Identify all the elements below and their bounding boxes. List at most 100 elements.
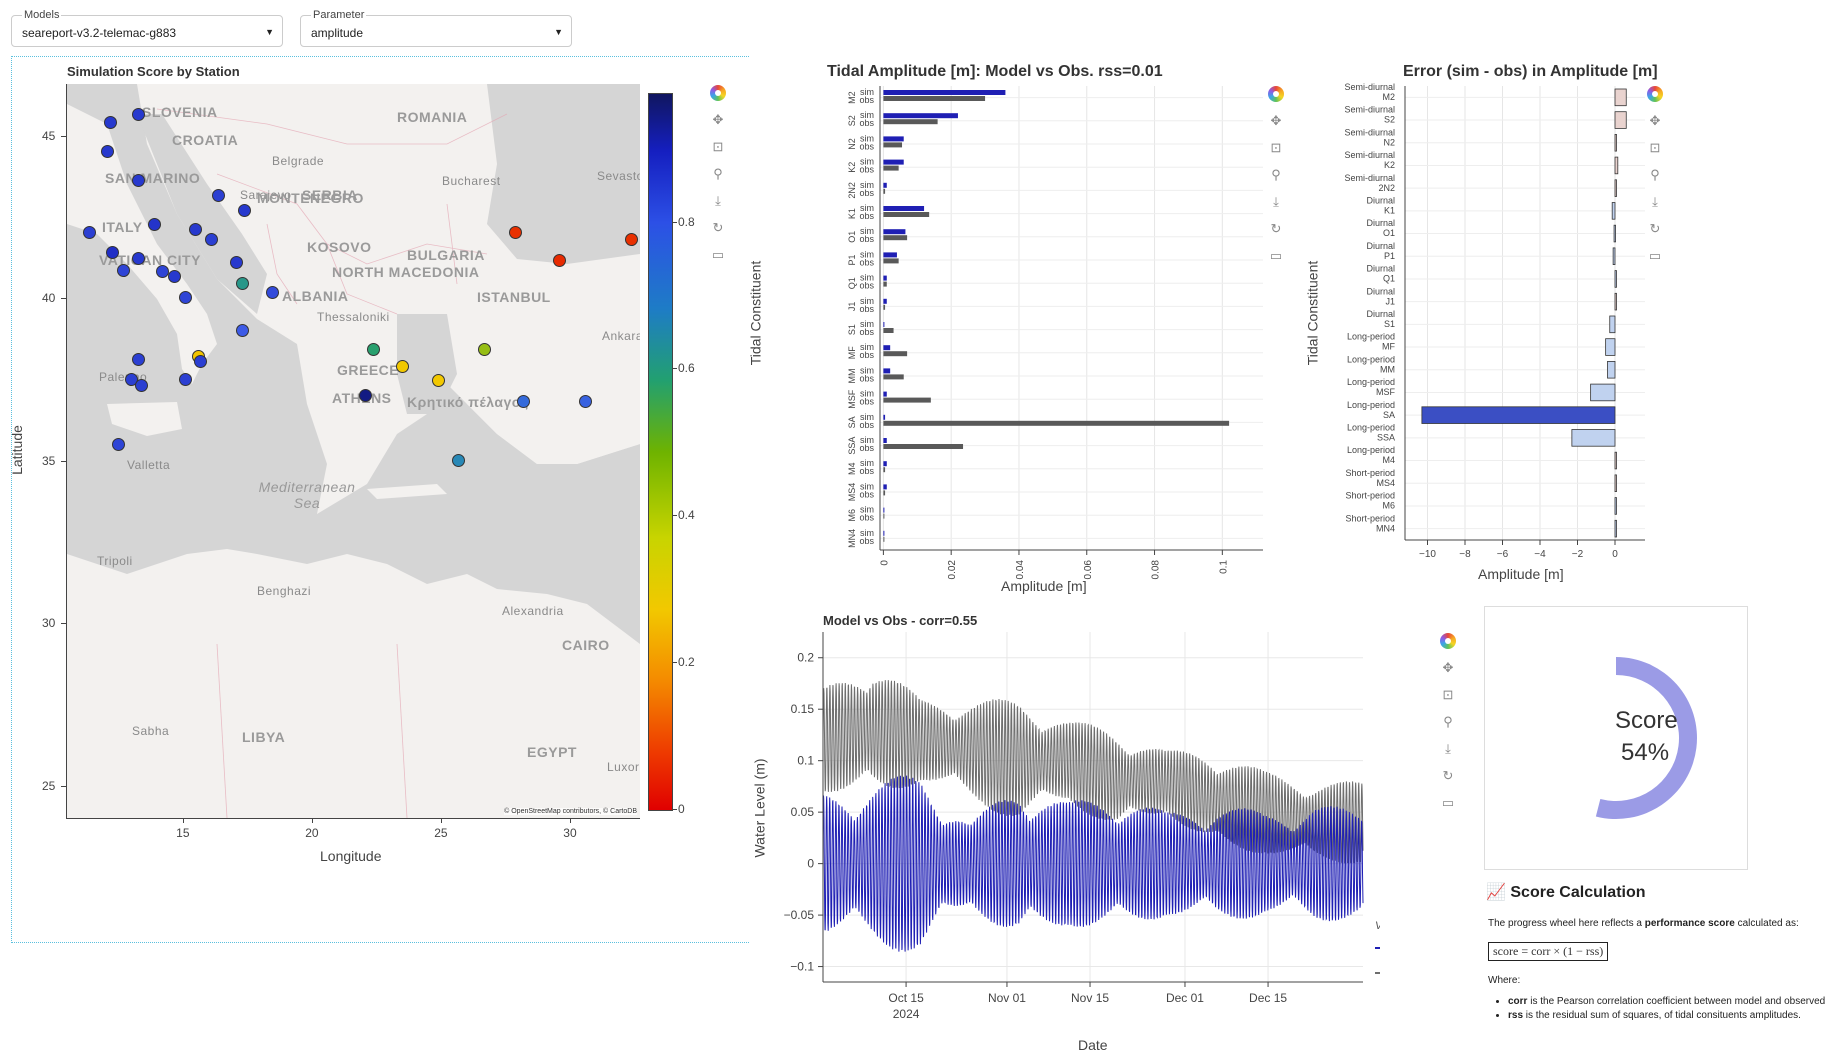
obs-bar[interactable] — [883, 536, 885, 542]
station-marker[interactable] — [178, 291, 192, 305]
obs-bar[interactable] — [883, 258, 899, 264]
station-marker[interactable] — [238, 203, 252, 217]
obs-bar[interactable] — [883, 188, 886, 194]
error-bar[interactable] — [1614, 451, 1617, 470]
sim-bar[interactable] — [883, 368, 891, 374]
error-bar[interactable] — [1614, 179, 1617, 197]
sim-bar[interactable] — [883, 461, 887, 467]
station-marker[interactable] — [266, 286, 280, 300]
station-marker[interactable] — [625, 232, 639, 246]
error-bar[interactable] — [1614, 88, 1627, 107]
station-marker[interactable] — [155, 265, 169, 279]
obs-bar[interactable] — [883, 420, 1230, 426]
error-bar[interactable] — [1611, 202, 1616, 220]
station-marker[interactable] — [431, 374, 445, 388]
wheel-zoom-icon[interactable]: ⚲ — [713, 166, 723, 181]
error-bar[interactable] — [1590, 383, 1616, 402]
error-bar[interactable] — [1614, 519, 1617, 538]
models-select[interactable]: Models seareport-v3.2-telemac-g883 ▼ — [11, 9, 283, 47]
error-bar[interactable] — [1614, 270, 1617, 288]
sim-bar[interactable] — [883, 206, 925, 211]
timeseries-chart[interactable]: 0.2 0.15 0.1 0.05 0 −0.05 −0.1 Oct 15 Nov 01 Nov … — [760, 625, 1380, 1045]
station-marker[interactable] — [516, 395, 530, 409]
error-bar[interactable] — [1607, 360, 1616, 379]
obs-bar[interactable] — [883, 490, 886, 496]
obs-series-line[interactable] — [822, 680, 1364, 864]
bokeh-logo[interactable] — [1437, 630, 1459, 652]
obs-bar[interactable] — [883, 513, 885, 519]
station-marker[interactable] — [552, 254, 566, 267]
station-marker[interactable] — [132, 174, 146, 188]
error-bar[interactable] — [1609, 315, 1616, 334]
station-marker[interactable] — [147, 218, 161, 232]
hover-icon[interactable]: ▭ — [711, 247, 725, 262]
station-marker[interactable] — [132, 353, 146, 367]
reset-icon[interactable]: ↻ — [1649, 221, 1661, 236]
error-bar[interactable] — [1613, 224, 1616, 243]
station-marker[interactable] — [83, 226, 97, 240]
sim-bar[interactable] — [883, 252, 897, 258]
station-marker[interactable] — [478, 343, 492, 357]
obs-bar[interactable] — [883, 467, 886, 473]
station-marker[interactable] — [212, 189, 226, 203]
obs-bar[interactable] — [883, 304, 886, 310]
save-icon[interactable]: ⤓ — [715, 193, 721, 208]
obs-bar[interactable] — [883, 142, 903, 148]
station-marker[interactable] — [132, 252, 146, 266]
obs-bar[interactable] — [883, 374, 904, 380]
save-icon[interactable]: ⤓ — [1445, 741, 1451, 756]
wheel-zoom-icon[interactable]: ⚲ — [1443, 714, 1453, 729]
station-marker[interactable] — [134, 379, 148, 393]
pan-icon[interactable]: ✥ — [1270, 113, 1282, 128]
pan-icon[interactable]: ✥ — [1649, 113, 1661, 128]
obs-bar[interactable] — [883, 119, 938, 125]
save-icon[interactable]: ⤓ — [1273, 194, 1279, 209]
bokeh-logo[interactable] — [1265, 83, 1287, 105]
station-marker[interactable] — [235, 276, 249, 290]
hover-icon[interactable]: ▭ — [1269, 248, 1283, 263]
station-marker[interactable] — [452, 453, 466, 467]
hover-icon[interactable]: ▭ — [1648, 248, 1662, 263]
station-marker[interactable] — [204, 232, 218, 246]
station-marker[interactable] — [168, 270, 182, 284]
reset-icon[interactable]: ↻ — [1442, 768, 1454, 783]
sim-bar[interactable] — [883, 90, 1006, 95]
obs-bar[interactable] — [883, 212, 930, 217]
error-bar[interactable] — [1571, 429, 1616, 447]
station-marker[interactable] — [132, 107, 146, 121]
error-bar[interactable] — [1614, 134, 1617, 152]
sim-bar[interactable] — [883, 414, 886, 420]
box-zoom-icon[interactable]: ⊡ — [1270, 140, 1282, 155]
obs-bar[interactable] — [883, 165, 899, 171]
error-bar[interactable] — [1421, 406, 1616, 424]
box-zoom-icon[interactable]: ⊡ — [712, 139, 724, 154]
error-chart[interactable]: Semi-diurnalM2Semi-diurnalS2Semi-diurnal… — [1320, 80, 1660, 600]
sim-bar[interactable] — [883, 229, 906, 235]
station-marker[interactable] — [230, 255, 244, 269]
station-marker[interactable] — [111, 437, 125, 451]
station-marker[interactable] — [178, 372, 192, 386]
pan-icon[interactable]: ✥ — [1442, 660, 1454, 675]
station-marker[interactable] — [103, 115, 117, 129]
bokeh-logo[interactable] — [1644, 83, 1666, 105]
wheel-zoom-icon[interactable]: ⚲ — [1271, 167, 1281, 182]
reset-icon[interactable]: ↻ — [712, 220, 724, 235]
obs-bar[interactable] — [883, 281, 887, 287]
sim-bar[interactable] — [883, 438, 887, 443]
station-marker[interactable] — [235, 323, 249, 337]
sim-bar[interactable] — [883, 507, 885, 513]
error-bar[interactable] — [1614, 474, 1617, 492]
sim-bar[interactable] — [883, 182, 887, 188]
station-marker[interactable] — [116, 263, 130, 277]
sim-bar[interactable] — [883, 159, 904, 165]
station-marker[interactable] — [578, 395, 592, 409]
bokeh-logo[interactable] — [707, 82, 729, 104]
obs-bar[interactable] — [883, 328, 894, 333]
wheel-zoom-icon[interactable]: ⚲ — [1650, 167, 1660, 182]
station-map[interactable]: SLOVENIA ROMANIA CROATIA Belgrade Bucharest S… — [67, 84, 640, 818]
parameter-select[interactable]: Parameter amplitude ▼ — [300, 9, 572, 47]
box-zoom-icon[interactable]: ⊡ — [1442, 687, 1454, 702]
sim-bar[interactable] — [883, 484, 887, 490]
hover-icon[interactable]: ▭ — [1441, 795, 1455, 810]
sim-bar[interactable] — [883, 345, 891, 351]
